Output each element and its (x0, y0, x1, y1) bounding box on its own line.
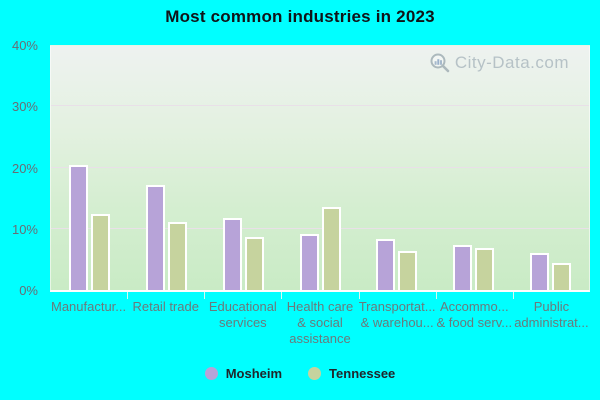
y-tick-label-0%: 0% (19, 283, 38, 298)
chart-title: Most common industries in 2023 (165, 7, 435, 26)
bar-mosheim-0 (68, 165, 88, 290)
bar-tennessee-6 (552, 263, 572, 290)
x-label-line: Retail trade (132, 299, 199, 314)
legend-dot-mosheim (204, 367, 218, 380)
gridline-20 (51, 166, 589, 168)
x-label-line: Accommo... (439, 299, 509, 314)
gridline-30 (51, 105, 589, 107)
x-tick-1 (127, 292, 129, 299)
legend-label-tennessee: Tennessee (329, 366, 396, 381)
x-label-line: & warehou... (360, 315, 434, 330)
watermark-text: City-Data.com (454, 53, 569, 72)
bar-group-6 (512, 46, 589, 290)
x-axis-ticks (50, 292, 590, 300)
bar-group-2 (205, 46, 282, 290)
plot-area: City-Data.com (50, 45, 590, 292)
x-axis-labels: Manufactur... Retail trade Educational serv… (50, 299, 590, 347)
x-label-5: Accommo... & food serv... (436, 299, 513, 347)
bar-mosheim-4 (376, 239, 396, 290)
x-label-0: Manufactur... (50, 299, 127, 347)
y-tick-label-30%: 30% (11, 99, 38, 115)
bar-mosheim-3 (299, 233, 319, 290)
x-label-3: Health care & social assistance (281, 299, 358, 347)
x-tick-6 (512, 292, 514, 299)
bar-group-1 (128, 46, 205, 290)
bar-tennessee-1 (167, 222, 187, 290)
x-label-4: Transportat... & warehou... (359, 299, 436, 347)
x-label-line: Manufactur... (50, 299, 127, 314)
bar-tennessee-5 (475, 248, 495, 290)
legend-label-mosheim: Mosheim (225, 366, 283, 381)
bar-tennessee-3 (321, 206, 341, 290)
x-label-line: Educational (208, 299, 277, 314)
bar-mosheim-5 (453, 244, 473, 290)
bar-mosheim-1 (145, 184, 165, 290)
y-tick-label-40%: 40% (11, 38, 38, 53)
x-label-line: administrat... (514, 315, 589, 330)
y-axis-labels: 0% 10% 20% 30% 40% (0, 0, 44, 400)
y-tick-label-10%: 10% (11, 221, 38, 237)
bar-group-5 (435, 46, 512, 290)
x-tick-3 (281, 292, 283, 299)
legend-item-mosheim: Mosheim (204, 366, 283, 381)
x-label-line: Health care (286, 299, 354, 314)
bar-tennessee-4 (398, 251, 418, 290)
city-data-logo-icon (430, 53, 450, 73)
bar-groups (51, 46, 589, 290)
x-label-line: Transportat... (358, 299, 436, 314)
x-label-line: assistance (289, 331, 351, 346)
legend-dot-tennessee (308, 367, 322, 380)
bar-group-0 (51, 46, 128, 290)
watermark: City-Data.com (429, 52, 569, 74)
legend-item-tennessee: Tennessee (308, 366, 395, 381)
x-label-1: Retail trade (127, 299, 204, 347)
bar-group-4 (358, 46, 435, 290)
x-label-line: & social (297, 315, 343, 330)
legend: Mosheim Tennessee (0, 366, 600, 381)
x-label-line: services (219, 315, 267, 330)
bar-group-3 (282, 46, 359, 290)
x-label-line: & food serv... (436, 315, 513, 330)
bar-tennessee-2 (244, 237, 264, 290)
x-tick-5 (435, 292, 437, 299)
x-tick-4 (358, 292, 360, 299)
x-label-2: Educational services (204, 299, 281, 347)
x-label-6: Public administrat... (513, 299, 590, 347)
bar-mosheim-2 (222, 218, 242, 290)
bar-tennessee-0 (90, 214, 110, 290)
x-label-line: Public (533, 299, 570, 314)
y-tick-label-20%: 20% (11, 160, 38, 176)
bar-mosheim-6 (530, 253, 550, 290)
x-tick-2 (204, 292, 206, 299)
gridline-10 (51, 227, 589, 229)
